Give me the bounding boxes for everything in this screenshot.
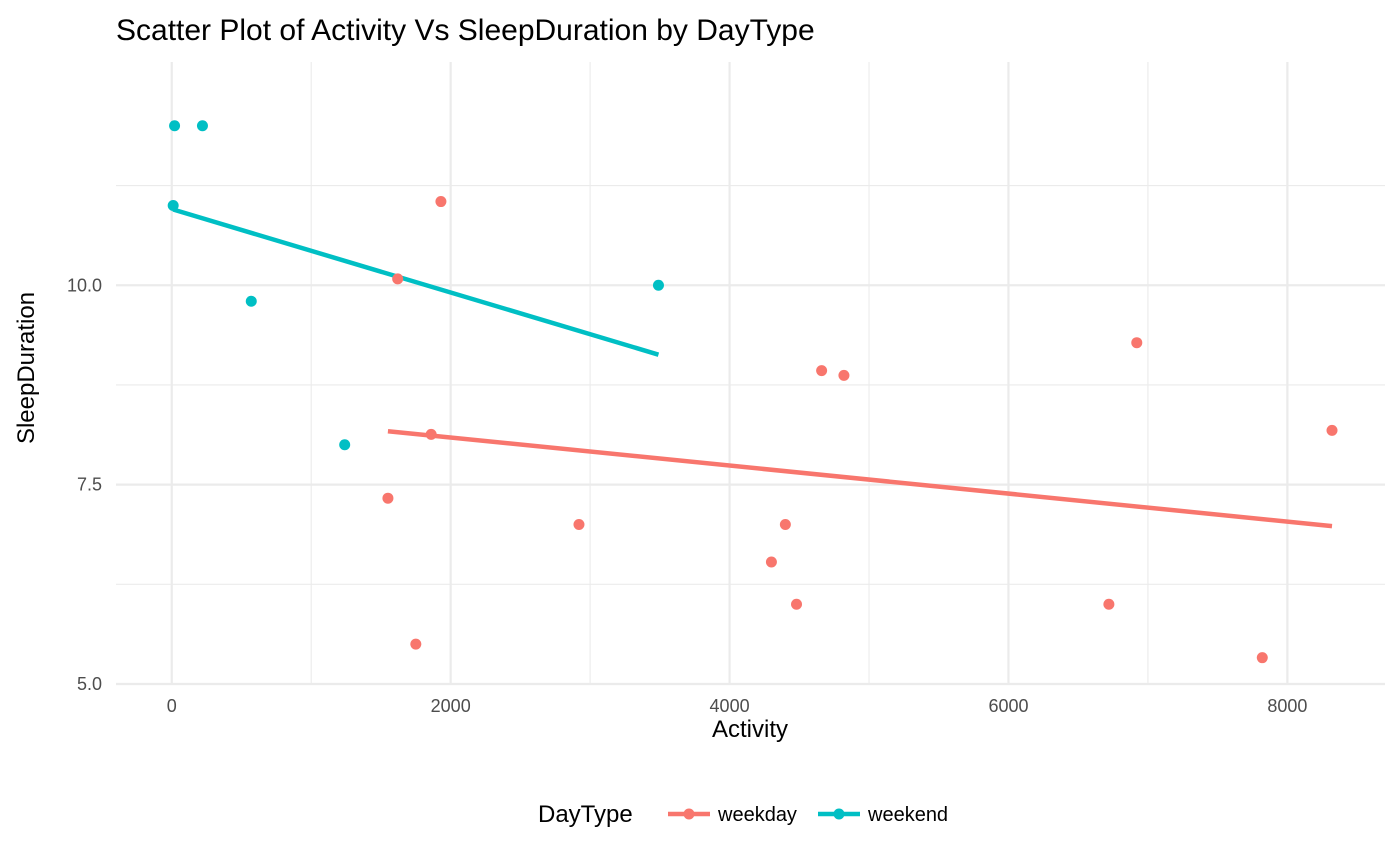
axis-ticks: 0 2000 4000 6000 8000 5.0 7.5 10.0: [67, 275, 1307, 716]
point-weekend: [245, 295, 257, 307]
legend-key-dot-weekend: [833, 808, 845, 820]
point-weekday: [765, 556, 777, 568]
point-weekday: [1256, 652, 1268, 664]
x-tick-label: 6000: [988, 696, 1028, 716]
point-weekday: [410, 638, 422, 650]
x-tick-label: 4000: [710, 696, 750, 716]
point-weekend: [652, 279, 664, 291]
point-weekend: [196, 120, 208, 132]
point-weekday: [779, 519, 791, 531]
trend-line-weekday: [387, 428, 1333, 529]
point-weekend: [169, 120, 181, 132]
point-weekend: [339, 439, 351, 451]
legend-key-dot-weekday: [683, 808, 695, 820]
x-tick-label: 2000: [431, 696, 471, 716]
point-weekday: [573, 519, 585, 531]
point-weekday: [816, 365, 828, 377]
chart-title: Scatter Plot of Activity Vs SleepDuratio…: [116, 14, 815, 47]
y-tick-label: 5.0: [77, 674, 102, 694]
x-axis-title: Activity: [712, 716, 788, 743]
point-weekday: [382, 492, 394, 504]
point-weekday: [838, 369, 850, 381]
legend-title: DayType: [538, 801, 633, 828]
point-weekday: [791, 598, 803, 610]
point-weekday: [425, 428, 437, 440]
point-weekday: [435, 196, 447, 208]
data-points: [167, 120, 1338, 664]
y-tick-label: 7.5: [77, 475, 102, 495]
legend-label-weekend: weekend: [867, 804, 948, 826]
y-axis-title: SleepDuration: [13, 292, 40, 444]
x-tick-label: 8000: [1267, 696, 1307, 716]
y-tick-label: 10.0: [67, 275, 102, 295]
point-weekday: [1103, 598, 1115, 610]
grid-lines: [116, 62, 1385, 686]
trend-line-weekend: [172, 207, 660, 357]
trend-lines: [172, 207, 1333, 529]
point-weekend: [167, 200, 179, 212]
point-weekday: [1131, 337, 1143, 349]
legend-label-weekday: weekday: [717, 804, 797, 826]
point-weekday: [392, 273, 404, 285]
x-tick-label: 0: [167, 696, 177, 716]
point-weekday: [1326, 424, 1338, 436]
legend: DayType weekday weekend: [538, 801, 948, 828]
